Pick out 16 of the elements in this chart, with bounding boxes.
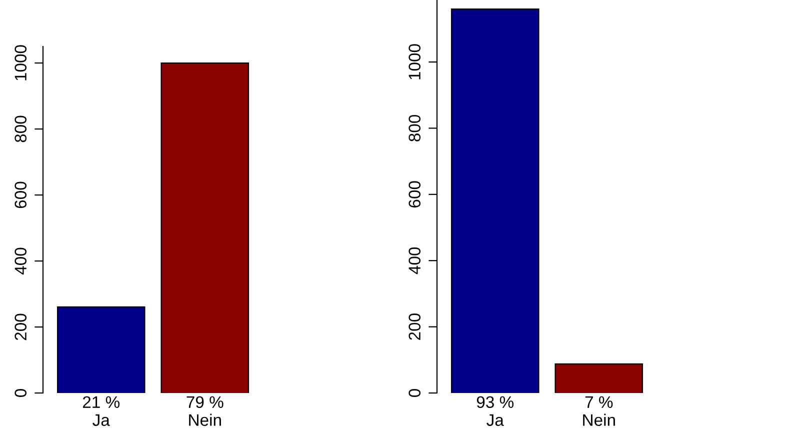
y-tick-label: 400 bbox=[14, 248, 27, 275]
y-tick-label: 600 bbox=[14, 182, 27, 208]
y-tick-label: 800 bbox=[408, 114, 421, 142]
y-tick-label: 200 bbox=[14, 314, 27, 340]
y-tick-label: 200 bbox=[408, 314, 421, 340]
x-tick-label: 93 % Ja bbox=[476, 396, 514, 426]
y-tick-label: 0 bbox=[14, 389, 27, 397]
y-tick-label: 1000 bbox=[14, 45, 27, 80]
y-tick-label: 1000 bbox=[408, 44, 421, 80]
x-tick-label: 79 % Nein bbox=[186, 396, 224, 426]
x-tick-label: 21 % Ja bbox=[82, 396, 120, 426]
x-tick-label: 7 % Nein bbox=[583, 396, 615, 426]
y-tick-label: 800 bbox=[14, 116, 27, 142]
y-tick-label: 0 bbox=[408, 389, 421, 397]
y-tick-label: 600 bbox=[408, 181, 421, 208]
y-tick-label: 400 bbox=[408, 247, 421, 274]
